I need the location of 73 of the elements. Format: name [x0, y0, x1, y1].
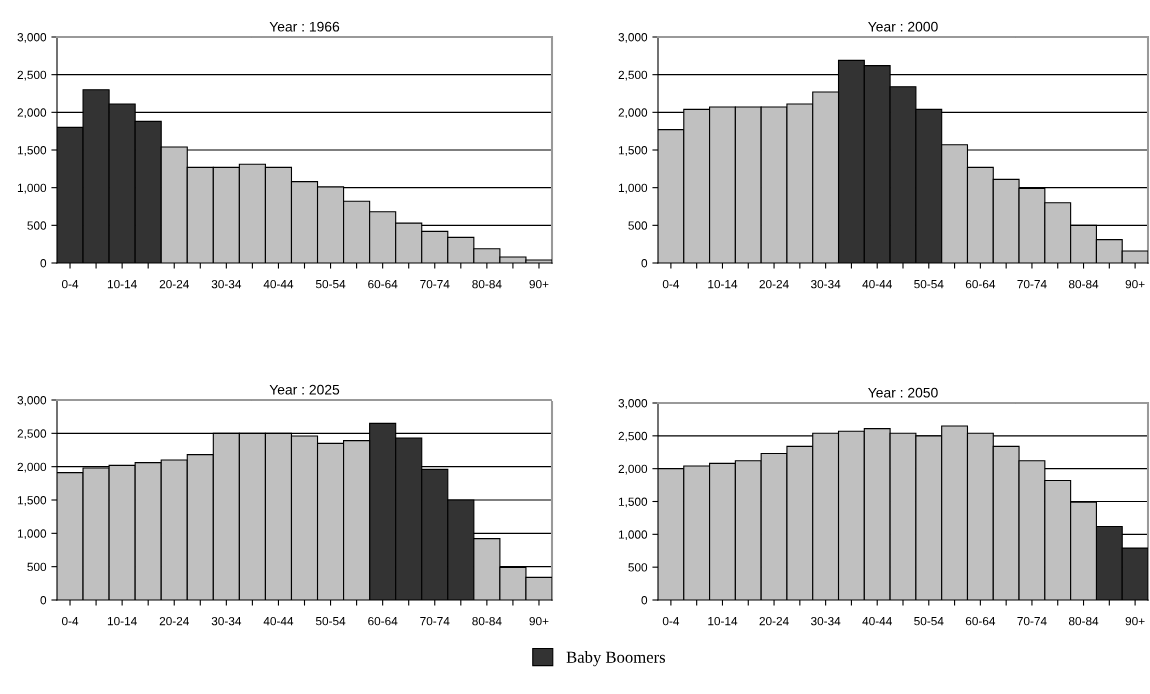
y-tick-label: 3,000 — [618, 33, 648, 43]
x-tick-label: 90+ — [529, 279, 549, 289]
y-tick-label: 0 — [641, 596, 648, 605]
x-tick-label: 40-44 — [263, 279, 294, 289]
y-tick-label: 500 — [27, 221, 47, 230]
y-tick-label: 1,500 — [618, 146, 648, 156]
x-tick-label: 20-24 — [759, 616, 789, 626]
x-tick-label: 50-54 — [914, 616, 944, 626]
y-tick-label: 1,000 — [618, 530, 648, 541]
x-tick-label: 20-24 — [159, 616, 189, 626]
x-tick-label: 0-4 — [662, 279, 680, 289]
x-tick-label: 30-34 — [810, 616, 841, 626]
y-tick-label: 2,000 — [618, 108, 648, 119]
y-tick-label: 500 — [628, 221, 648, 230]
chart-title: Year : 1966 — [269, 21, 340, 32]
x-tick-label: 90+ — [529, 616, 549, 626]
x-tick-label: 20-24 — [159, 279, 189, 289]
y-tick-label: 2,500 — [17, 70, 47, 81]
x-tick-label: 70-74 — [1017, 616, 1047, 626]
x-tick-label: 40-44 — [862, 279, 892, 289]
y-tick-label: 1,500 — [618, 497, 648, 508]
x-tick-label: 60-64 — [965, 616, 996, 626]
y-tick-label: 1,000 — [17, 183, 47, 194]
x-tick-label: 80-84 — [472, 279, 502, 289]
x-tick-label: 40-44 — [862, 616, 892, 626]
y-tick-label: 1,500 — [17, 146, 47, 156]
y-tick-label: 1,000 — [618, 183, 648, 194]
y-tick-label: 1,500 — [17, 496, 47, 506]
x-tick-label: 90+ — [1125, 279, 1145, 289]
x-tick-label: 70-74 — [1017, 279, 1047, 289]
legend-label: Baby Boomers — [566, 651, 666, 667]
y-tick-label: 0 — [641, 259, 648, 268]
x-tick-label: 60-64 — [368, 616, 398, 626]
x-tick-label: 80-84 — [472, 616, 502, 626]
y-tick-label: 3,000 — [17, 396, 47, 406]
x-tick-label: 10-14 — [107, 279, 137, 289]
x-tick-label: 10-14 — [708, 616, 738, 626]
x-tick-label: 90+ — [1125, 616, 1145, 626]
x-tick-label: 70-74 — [420, 279, 450, 289]
x-tick-label: 40-44 — [263, 616, 294, 626]
x-tick-label: 10-14 — [708, 279, 738, 289]
x-tick-label: 60-64 — [368, 279, 398, 289]
y-tick-label: 2,000 — [17, 462, 47, 473]
chart-title: Year : 2000 — [868, 21, 938, 32]
x-tick-label: 50-54 — [914, 279, 944, 289]
chart-title: Year : 2025 — [269, 384, 340, 395]
x-tick-label: 60-64 — [965, 279, 996, 289]
y-tick-label: 2,000 — [17, 108, 47, 119]
x-tick-label: 50-54 — [315, 616, 346, 626]
y-tick-label: 2,500 — [618, 70, 648, 81]
x-tick-label: 50-54 — [315, 279, 346, 289]
y-tick-label: 500 — [27, 562, 47, 572]
x-tick-label: 30-34 — [810, 279, 841, 289]
y-tick-label: 500 — [628, 563, 648, 572]
x-tick-label: 80-84 — [1068, 616, 1099, 626]
x-tick-label: 70-74 — [420, 616, 450, 626]
y-tick-label: 0 — [40, 596, 47, 605]
y-tick-label: 2,500 — [618, 431, 648, 442]
chart-title: Year : 2050 — [868, 387, 938, 398]
x-tick-label: 0-4 — [61, 279, 79, 289]
y-tick-label: 3,000 — [618, 399, 648, 409]
x-tick-label: 20-24 — [759, 279, 789, 289]
x-tick-label: 0-4 — [61, 616, 79, 626]
x-tick-label: 10-14 — [107, 616, 137, 626]
y-tick-label: 1,000 — [17, 529, 47, 540]
x-tick-label: 80-84 — [1068, 279, 1099, 289]
y-tick-label: 2,500 — [17, 429, 47, 440]
x-tick-label: 0-4 — [662, 616, 680, 626]
y-tick-label: 0 — [40, 259, 47, 268]
y-tick-label: 2,000 — [618, 464, 648, 475]
y-tick-label: 3,000 — [17, 33, 47, 43]
x-tick-label: 30-34 — [211, 279, 242, 289]
x-tick-label: 30-34 — [211, 616, 242, 626]
